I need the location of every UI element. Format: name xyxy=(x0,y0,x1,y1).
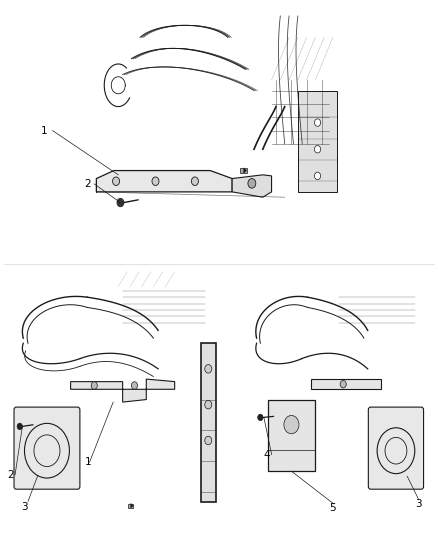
Circle shape xyxy=(385,438,407,464)
Circle shape xyxy=(340,381,346,388)
Text: 2: 2 xyxy=(7,470,14,480)
Circle shape xyxy=(205,365,212,373)
Bar xyxy=(128,504,133,508)
Text: 2: 2 xyxy=(84,179,91,189)
Circle shape xyxy=(314,119,321,126)
Circle shape xyxy=(25,423,69,478)
Bar xyxy=(268,400,315,471)
Polygon shape xyxy=(71,379,175,402)
Circle shape xyxy=(17,423,22,430)
Circle shape xyxy=(314,172,321,180)
Circle shape xyxy=(314,146,321,153)
Circle shape xyxy=(41,443,53,458)
Bar xyxy=(201,343,216,502)
FancyBboxPatch shape xyxy=(368,407,424,489)
Bar xyxy=(240,168,247,173)
Circle shape xyxy=(113,177,120,185)
Circle shape xyxy=(248,179,256,188)
Polygon shape xyxy=(244,168,247,173)
Circle shape xyxy=(377,428,415,474)
Circle shape xyxy=(391,445,401,456)
Text: 1: 1 xyxy=(40,126,47,135)
Circle shape xyxy=(205,400,212,409)
Text: 3: 3 xyxy=(21,502,28,512)
Text: 4: 4 xyxy=(264,449,270,459)
Polygon shape xyxy=(311,379,381,389)
Circle shape xyxy=(117,198,124,207)
Text: 3: 3 xyxy=(415,499,422,509)
Bar xyxy=(298,91,337,192)
Circle shape xyxy=(91,382,97,389)
FancyBboxPatch shape xyxy=(14,407,80,489)
Circle shape xyxy=(131,382,138,389)
Circle shape xyxy=(284,415,299,434)
Polygon shape xyxy=(131,503,133,508)
Text: 5: 5 xyxy=(329,503,336,513)
Polygon shape xyxy=(96,171,232,192)
Text: 1: 1 xyxy=(85,457,92,467)
Circle shape xyxy=(34,435,60,466)
Circle shape xyxy=(191,177,198,185)
Circle shape xyxy=(152,177,159,185)
Circle shape xyxy=(258,414,263,421)
Polygon shape xyxy=(232,175,272,197)
Circle shape xyxy=(205,436,212,445)
